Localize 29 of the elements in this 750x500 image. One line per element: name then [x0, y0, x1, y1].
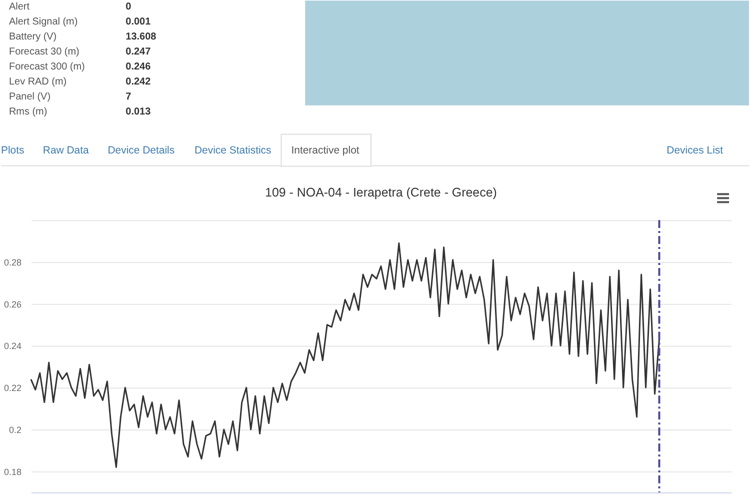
category-label: Forecast 30 (m) [8, 46, 80, 58]
category-label: Alert Signal (m) [8, 16, 78, 28]
text: Device Statistics [194, 145, 272, 156]
text: Devices List [666, 145, 724, 156]
y-tick-label: 0.24 [4, 341, 22, 352]
y-tick-label: 0.22 [4, 383, 22, 394]
category-label: Alert [8, 2, 30, 13]
y-tick-label: 0.2 [8, 425, 22, 436]
data-label: 0.247 [126, 46, 152, 58]
data-label: 0.246 [126, 61, 152, 72]
chart-title: 109 - NOA-04 - Ierapetra (Crete - Greece) [265, 186, 497, 200]
category-label: Forecast 300 (m) [8, 61, 85, 72]
data-label: 0.001 [126, 16, 152, 28]
category-label: Lev RAD (m) [8, 76, 67, 88]
text: Interactive plot [291, 145, 360, 156]
data-label: 0.242 [126, 76, 152, 88]
data-label: 0.013 [126, 106, 152, 118]
y-tick-label: 0.18 [4, 466, 22, 477]
category-label: Rms (m) [8, 106, 48, 118]
text: Raw Data [42, 145, 90, 156]
data-label: 0 [126, 2, 132, 13]
category-label: Battery (V) [8, 32, 57, 43]
data-label: 13.608 [126, 32, 157, 43]
y-tick-label: 0.26 [4, 299, 22, 310]
text: Device Details [108, 145, 175, 156]
y-tick-label: 0.28 [4, 257, 22, 268]
text: Plots [0, 145, 24, 156]
category-label: Panel (V) [8, 91, 51, 102]
data-label: 7 [126, 91, 132, 102]
